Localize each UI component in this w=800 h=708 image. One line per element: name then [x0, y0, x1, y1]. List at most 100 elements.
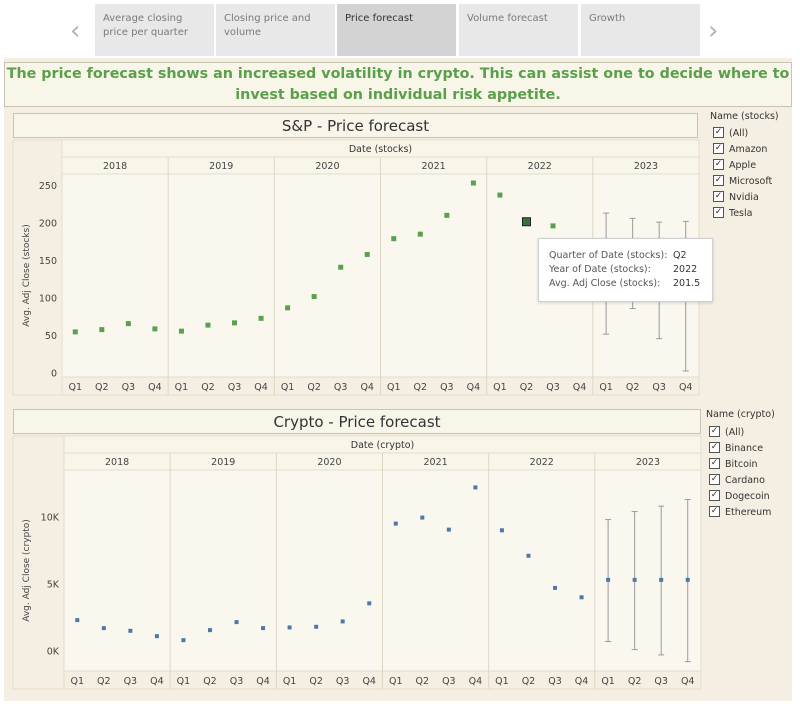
stocks-quarter-label: Q2	[201, 382, 215, 393]
tooltip-close-label: Avg. Adj Close (stocks):	[549, 278, 661, 289]
stocks-data-point	[125, 321, 131, 327]
crypto-chart-title: Crypto - Price forecast	[13, 409, 701, 434]
crypto-legend-item-dogecoin[interactable]: ✓ Dogecoin	[709, 490, 770, 503]
stocks-quarter-label: Q3	[122, 382, 136, 393]
stocks-quarter-label: Q1	[387, 382, 401, 393]
stocks-data-point	[205, 322, 211, 328]
stocks-data-point	[99, 327, 105, 333]
tab-label: Closing price and volume	[224, 13, 311, 38]
legend-label: (All)	[729, 128, 749, 139]
stocks-data-point	[470, 180, 476, 186]
tab-average-closing-price[interactable]: Average closing price per quarter	[95, 4, 214, 56]
stocks-year-label: 2018	[103, 161, 127, 172]
stocks-data-point	[338, 264, 344, 270]
stocks-legend-item-apple[interactable]: ✓ Apple	[713, 159, 756, 172]
stocks-data-point	[178, 328, 184, 334]
crypto-data-point	[553, 585, 558, 590]
stocks-legend-item-tesla[interactable]: ✓ Tesla	[713, 207, 752, 220]
chevron-right-icon[interactable]: ›	[708, 16, 719, 46]
stocks-year-label: 2020	[315, 161, 339, 172]
checkbox-icon[interactable]: ✓	[709, 426, 720, 437]
crypto-data-point	[499, 528, 504, 533]
crypto-data-point	[420, 515, 425, 520]
checkbox-icon[interactable]: ✓	[713, 207, 724, 218]
stocks-y-axis-title: Avg. Adj Close (stocks)	[22, 224, 32, 326]
crypto-data-point	[181, 638, 186, 643]
crypto-quarter-label: Q1	[71, 676, 85, 687]
tab-label: Growth	[589, 13, 626, 24]
stocks-year-label: 2022	[528, 161, 552, 172]
crypto-quarter-label: Q1	[283, 676, 297, 687]
checkbox-icon[interactable]: ✓	[709, 490, 720, 501]
crypto-quarter-label: Q3	[230, 676, 244, 687]
crypto-quarter-label: Q1	[389, 676, 403, 687]
crypto-data-point	[393, 521, 398, 526]
crypto-quarter-label: Q3	[654, 676, 668, 687]
stocks-data-point	[285, 305, 291, 311]
stocks-legend-item-microsoft[interactable]: ✓ Microsoft	[713, 175, 772, 188]
crypto-data-point	[446, 527, 451, 532]
crypto-quarter-label: Q3	[124, 676, 138, 687]
checkbox-icon[interactable]: ✓	[709, 506, 720, 517]
crypto-quarter-label: Q2	[309, 676, 323, 687]
crypto-x-axis-title: Date (crypto)	[351, 440, 414, 451]
stocks-quarter-label: Q4	[360, 382, 374, 393]
crypto-quarter-label: Q4	[681, 676, 695, 687]
checkbox-icon[interactable]: ✓	[713, 127, 724, 138]
stocks-x-axis-title: Date (stocks)	[349, 144, 412, 155]
crypto-data-point	[154, 634, 159, 639]
stocks-legend-item-amazon[interactable]: ✓ Amazon	[713, 143, 767, 156]
stocks-quarter-label: Q1	[69, 382, 83, 393]
tooltip-quarter-value: Q2	[673, 250, 687, 261]
crypto-y-axis-title: Avg. Adj Close (crypto)	[22, 519, 32, 622]
checkbox-icon[interactable]: ✓	[713, 191, 724, 202]
crypto-quarter-label: Q4	[362, 676, 376, 687]
stocks-y-tick-label: 100	[39, 294, 57, 305]
crypto-legend-item-all[interactable]: ✓ (All)	[709, 426, 744, 439]
crypto-legend-title: Name (crypto)	[706, 409, 775, 420]
stocks-data-point	[497, 192, 503, 198]
stocks-legend-item-nvidia[interactable]: ✓ Nvidia	[713, 191, 759, 204]
crypto-legend-item-binance[interactable]: ✓ Binance	[709, 442, 763, 455]
tab-closing-price-volume[interactable]: Closing price and volume	[216, 4, 335, 56]
stocks-data-point	[417, 231, 423, 237]
stocks-year-label: 2019	[209, 161, 233, 172]
checkbox-icon[interactable]: ✓	[713, 175, 724, 186]
stocks-data-point	[391, 236, 397, 242]
checkbox-icon[interactable]: ✓	[713, 159, 724, 170]
crypto-legend-item-bitcoin[interactable]: ✓ Bitcoin	[709, 458, 758, 471]
stocks-legend-item-all[interactable]: ✓ (All)	[713, 127, 748, 140]
stocks-data-point	[232, 320, 238, 326]
crypto-legend-item-ethereum[interactable]: ✓ Ethereum	[709, 506, 771, 519]
stocks-data-point	[444, 212, 450, 218]
stocks-y-tick-label: 50	[45, 331, 57, 342]
legend-label: (All)	[725, 427, 745, 438]
crypto-year-label: 2018	[105, 457, 129, 468]
stocks-quarter-label: Q4	[573, 382, 587, 393]
stocks-legend-title: Name (stocks)	[710, 111, 779, 122]
tab-volume-forecast[interactable]: Volume forecast	[459, 4, 578, 56]
checkbox-icon[interactable]: ✓	[709, 458, 720, 469]
tab-price-forecast[interactable]: Price forecast	[337, 4, 456, 56]
chevron-left-icon[interactable]: ‹	[70, 16, 81, 46]
crypto-quarter-label: Q3	[442, 676, 456, 687]
tooltip-year-label: Year of Date (stocks):	[549, 264, 651, 275]
crypto-quarter-label: Q2	[628, 676, 642, 687]
crypto-y-tick-label: 0K	[47, 646, 60, 657]
crypto-data-point	[128, 628, 133, 633]
stocks-chart-title: S&P - Price forecast	[13, 113, 698, 138]
stocks-quarter-label: Q4	[467, 382, 481, 393]
checkbox-icon[interactable]: ✓	[713, 143, 724, 154]
legend-label: Microsoft	[729, 176, 773, 187]
stocks-data-point	[152, 326, 158, 332]
crypto-forecast-point	[659, 577, 664, 582]
crypto-legend-item-cardano[interactable]: ✓ Cardano	[709, 474, 765, 487]
crypto-forecast-point	[606, 577, 611, 582]
crypto-quarter-label: Q4	[256, 676, 270, 687]
checkbox-icon[interactable]: ✓	[709, 442, 720, 453]
legend-label: Ethereum	[725, 507, 772, 518]
legend-label: Tesla	[729, 208, 753, 219]
crypto-data-point	[340, 619, 345, 624]
tab-growth[interactable]: Growth	[581, 4, 700, 56]
checkbox-icon[interactable]: ✓	[709, 474, 720, 485]
